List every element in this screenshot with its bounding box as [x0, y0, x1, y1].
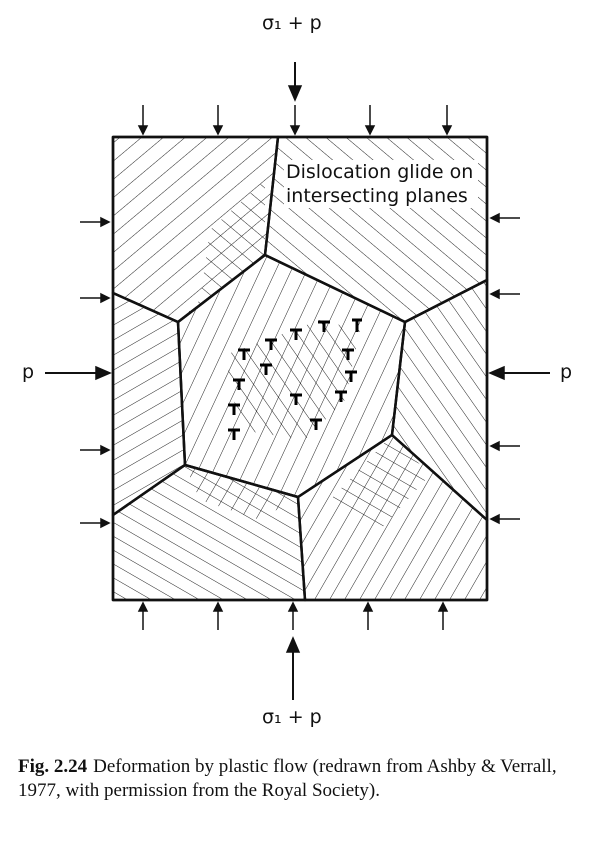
top-load-label: σ₁ + p: [262, 12, 322, 34]
arrows: [45, 62, 550, 700]
caption-text: Deformation by plastic flow (redrawn fro…: [18, 756, 557, 801]
dislocations: [228, 318, 362, 440]
grains: [111, 135, 489, 602]
annotation: Dislocation glide on intersecting planes: [284, 160, 478, 208]
right-pressure-label: p: [560, 361, 573, 383]
caption-label: Fig. 2.24: [18, 756, 88, 777]
caption: Fig. 2.24 Deformation by plastic flow (re…: [18, 755, 578, 803]
bottom-load-label: σ₁ + p: [262, 706, 322, 728]
left-pressure-label: p: [22, 361, 35, 383]
